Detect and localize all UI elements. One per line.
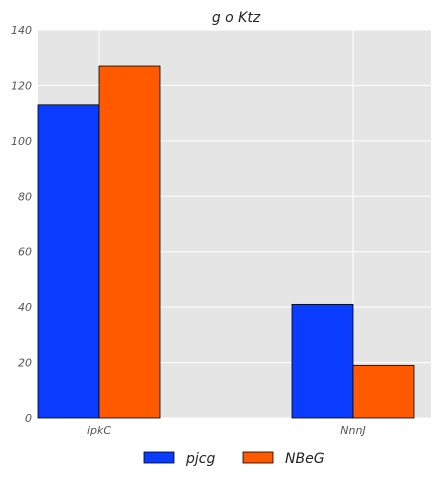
y-tick-label: 120 [11,79,32,92]
y-tick-label: 140 [11,24,32,37]
y-tick-label: 80 [18,190,32,203]
x-tick-label: NnnJ [340,424,365,437]
bar-pjcg-ipkC [38,105,99,418]
y-tick-label: 100 [11,135,32,148]
x-axis-ticks: ipkC NnnJ [87,424,366,437]
y-tick-label: 20 [18,357,32,370]
y-tick-label: 40 [18,301,32,314]
chart-title: g o Ktz [212,10,261,26]
legend-label: NBeG [285,451,325,467]
y-tick-label: 60 [18,246,32,259]
legend: pjcg NBeG [144,451,325,467]
legend-swatch-pjcg [144,452,174,463]
legend-swatch-NBeG [243,452,273,463]
bar-NBeG-ipkC [99,66,160,418]
bar-NBeG-NnnJ [353,365,414,418]
x-tick-label: ipkC [87,424,111,437]
y-tick-label: 0 [25,412,32,425]
legend-label: pjcg [185,451,215,467]
bar-pjcg-NnnJ [292,304,353,418]
y-axis-ticks: 0 20 40 60 80 100 120 140 [11,24,32,425]
